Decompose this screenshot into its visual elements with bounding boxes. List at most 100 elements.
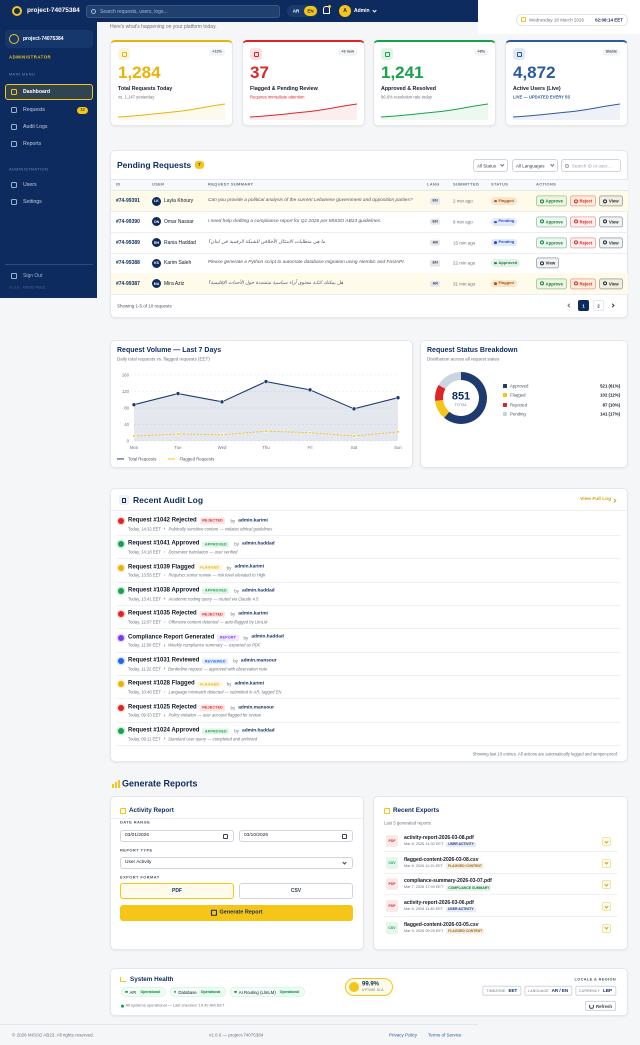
action-button[interactable]: Reject [569,236,597,249]
lang-pill: AR [430,239,441,246]
file-name[interactable]: flagged-content-2026-03-05.csv [404,921,479,928]
audit-line: Compliance Report Generated REPORT by admin… [128,634,284,641]
file-name[interactable]: compliance-summary-2026-03-07.pdf [404,878,492,885]
audit-badge: APPROVED [202,587,230,595]
file-name[interactable]: activity-report-2026-03-06.pdf [404,900,474,907]
file-name[interactable]: flagged-content-2026-03-08.csv [404,856,479,863]
download-button[interactable] [602,880,611,890]
action-button[interactable]: View [599,216,623,228]
nav-section-title: MAIN MENU [9,72,36,77]
avatar-initial: A [343,8,347,14]
file-tag: COMPLIANCE SUMMARY [446,885,492,891]
download-button[interactable] [602,837,611,846]
nav-item[interactable]: Reports [23,140,42,147]
action-button[interactable]: Reject [569,278,597,290]
table-search[interactable] [561,159,621,172]
refresh-button[interactable]: Refresh [584,1000,616,1012]
audit-separator [163,737,166,740]
status-dot [494,200,497,203]
lang-option[interactable]: EN [307,8,314,14]
action-button[interactable]: View [536,257,560,269]
nav-item[interactable]: Dashboard [23,88,51,95]
download-button[interactable] [602,923,611,933]
user-avatar [152,238,161,247]
nav-item[interactable]: Settings [23,198,42,205]
nav-item[interactable]: Audit Logs [23,123,48,130]
action-button[interactable]: View [599,236,623,249]
footer-version: v1.0.0 — project-74075384 [209,1032,264,1038]
file-name[interactable]: activity-report-2026-03-08.pdf [404,835,474,841]
sign-out[interactable]: Sign Out [23,273,43,279]
field-label: DATE RANGE [120,819,151,825]
date-input[interactable] [120,830,234,842]
audit-separator [163,597,166,600]
format-option[interactable] [120,883,234,899]
status-dot [494,261,497,265]
file-format: PDF [388,904,396,908]
lang-option[interactable]: AR [292,8,300,14]
action-label: View [608,219,619,225]
audit-entry-title: Request #1028 Flagged [128,680,195,687]
type-select[interactable] [120,857,353,869]
download-button[interactable] [602,858,611,868]
generate-button[interactable] [120,905,353,921]
audit-entry-title: Request #1035 Rejected [128,610,197,617]
action-icon [540,199,544,204]
status-dot [494,282,497,285]
submitted-time: 15 min ago [453,239,476,245]
status-pill: Pending [491,238,518,247]
audit-line: Request #1038 Approved APPROVED by admin.ha… [128,587,275,595]
service-chip: Database Operational [169,986,227,998]
filter-select[interactable] [473,159,508,172]
pending-header: Pending Requests 7 [117,160,204,170]
file-icon [386,921,398,934]
nav-item[interactable]: Users [23,181,37,188]
action-label: View [545,260,556,266]
audit-dot [117,564,124,571]
file-meta: Mar 7, 2026 17:00 EET COMPLIANCE SUMMARY [404,885,492,891]
action-button[interactable]: Reject [569,195,597,207]
download-button[interactable] [602,902,611,912]
action-button[interactable]: Approve [536,236,567,249]
service-name: AI Routing (LlmLM) [238,989,276,995]
nav-item[interactable]: Requests [23,106,45,113]
refresh-icon [588,1003,594,1009]
nav-icon [11,141,17,147]
chart-subtitle: Daily total requests vs. flagged request… [117,356,210,362]
page-button[interactable] [578,300,589,311]
action-button[interactable]: View [599,195,623,207]
action-button[interactable]: Approve [536,216,567,228]
file-format: CSV [388,925,396,930]
legend: Total Requests Flagged Requests [117,456,222,461]
footer-link[interactable]: Privacy Policy [389,1032,418,1038]
audit-note: Academic coding query — routed via Claud… [168,596,259,602]
stat-icon [118,48,130,60]
audit-line: Request #1041 Approved APPROVED by admin.ha… [128,541,275,548]
date-input[interactable] [239,830,353,842]
audit-link[interactable]: View Full Log [580,497,611,503]
sparkline-area [381,104,488,120]
file-format: PDF [388,838,396,843]
stat-note: vs. 1,147 yesterday [118,94,155,100]
search-box[interactable] [86,5,280,18]
stat-icon-glyph [121,51,127,57]
user-name[interactable]: Admin [354,8,370,14]
filter-select[interactable] [512,159,558,172]
action-button[interactable]: View [599,278,623,290]
page-button[interactable] [593,300,604,311]
stat-value: 37 [250,62,269,82]
avatar[interactable] [339,5,351,17]
sparkline-area [250,104,357,120]
footer-link[interactable]: Terms of Service [428,1032,462,1038]
table-header: ACTIONS [536,181,557,187]
notification-bell[interactable] [323,6,330,14]
locale-label: CURRENCY [579,988,600,993]
service-status: Operational [138,989,162,995]
format-option[interactable] [239,883,353,899]
audit-actor-prefix: by [243,635,249,641]
action-button[interactable]: Reject [569,216,597,228]
chart-title: Request Status Breakdown [427,346,518,354]
stat-icon-glyph [516,51,522,57]
action-button[interactable]: Approve [536,278,567,290]
action-button[interactable]: Approve [536,195,567,207]
